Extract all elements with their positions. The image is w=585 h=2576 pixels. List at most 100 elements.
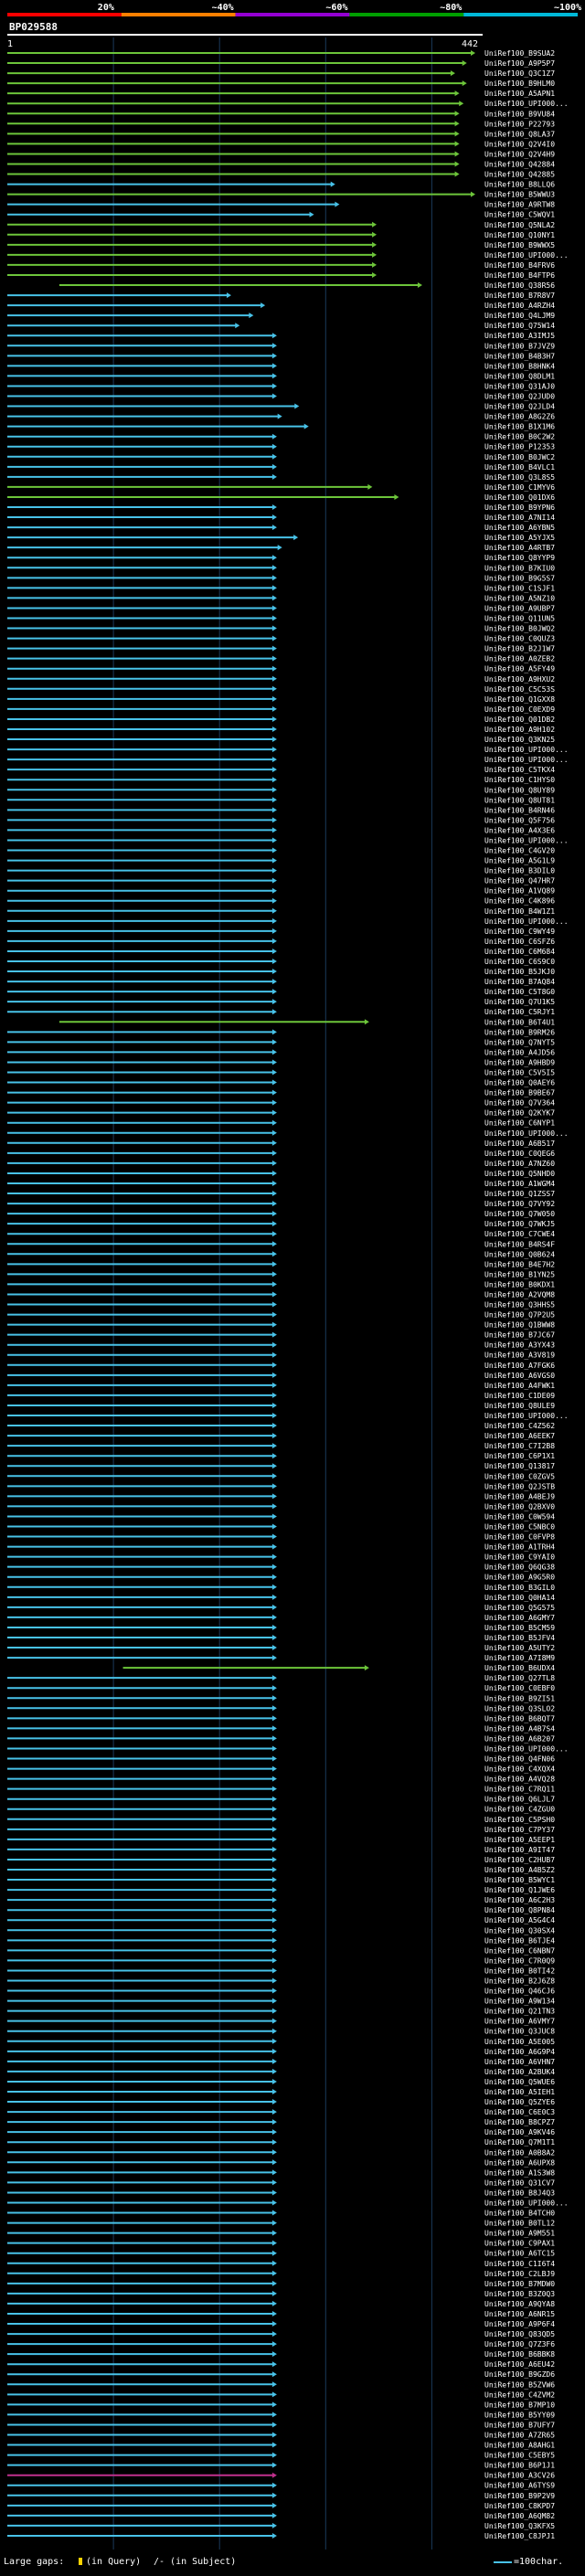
hit-label[interactable]: UniRef100_C6NYP1 bbox=[484, 1119, 555, 1128]
hit-label[interactable]: UniRef100_Q47HR7 bbox=[484, 877, 555, 885]
hit-label[interactable]: UniRef100_Q7NYT5 bbox=[484, 1038, 555, 1046]
hit-label[interactable]: UniRef100_Q7U1K5 bbox=[484, 998, 555, 1006]
hit-label[interactable]: UniRef100_A9UBP7 bbox=[484, 604, 555, 612]
hit-label[interactable]: UniRef100_Q3C1Z7 bbox=[484, 69, 555, 78]
hit-label[interactable]: UniRef100_C6P1X1 bbox=[484, 1452, 555, 1460]
hit-label[interactable]: UniRef100_A8G2Z6 bbox=[484, 413, 555, 421]
hit-label[interactable]: UniRef100_Q01DB2 bbox=[484, 716, 555, 724]
hit-label[interactable]: UniRef100_UPI000... bbox=[484, 746, 569, 754]
hit-label[interactable]: UniRef100_Q0B624 bbox=[484, 1250, 555, 1258]
hit-label[interactable]: UniRef100_Q13817 bbox=[484, 1462, 555, 1470]
hit-label[interactable]: UniRef100_C4Z562 bbox=[484, 1422, 555, 1430]
hit-label[interactable]: UniRef100_Q8DLM1 bbox=[484, 372, 555, 380]
hit-label[interactable]: UniRef100_B6UDX4 bbox=[484, 1664, 555, 1672]
hit-label[interactable]: UniRef100_C6SFZ6 bbox=[484, 938, 555, 946]
hit-label[interactable]: UniRef100_A2BUK4 bbox=[484, 2068, 555, 2076]
hit-label[interactable]: UniRef100_B7MP10 bbox=[484, 2401, 555, 2409]
hit-label[interactable]: UniRef100_Q3HHS5 bbox=[484, 1301, 555, 1309]
hit-label[interactable]: UniRef100_B9GZD6 bbox=[484, 2370, 555, 2379]
hit-label[interactable]: UniRef100_Q3SLO2 bbox=[484, 1704, 555, 1712]
hit-label[interactable]: UniRef100_Q42885 bbox=[484, 171, 555, 179]
hit-label[interactable]: UniRef100_Q7M1T1 bbox=[484, 2138, 555, 2147]
hit-label[interactable]: UniRef100_B5CM59 bbox=[484, 1624, 555, 1632]
hit-label[interactable]: UniRef100_A4B7S4 bbox=[484, 1724, 555, 1733]
hit-label[interactable]: UniRef100_B0TL12 bbox=[484, 2220, 555, 2228]
hit-label[interactable]: UniRef100_B9RM26 bbox=[484, 1028, 555, 1036]
hit-label[interactable]: UniRef100_Q8LA37 bbox=[484, 130, 555, 138]
hit-label[interactable]: UniRef100_C0ZGV5 bbox=[484, 1472, 555, 1480]
hit-label[interactable]: UniRef100_B5ZVW6 bbox=[484, 2380, 555, 2389]
hit-label[interactable]: UniRef100_A1WGM4 bbox=[484, 1180, 555, 1188]
hit-label[interactable]: UniRef100_A6YBN5 bbox=[484, 524, 555, 532]
hit-label[interactable]: UniRef100_Q2BXV0 bbox=[484, 1502, 555, 1511]
hit-label[interactable]: UniRef100_B7R8V7 bbox=[484, 292, 555, 300]
hit-label[interactable]: UniRef100_C2HUB7 bbox=[484, 1856, 555, 1864]
hit-label[interactable]: UniRef100_B0C2W2 bbox=[484, 433, 555, 441]
hit-label[interactable]: UniRef100_A9KV46 bbox=[484, 2128, 555, 2136]
hit-label[interactable]: UniRef100_Q2V4I0 bbox=[484, 140, 555, 148]
hit-label[interactable]: UniRef100_Q2JSTB bbox=[484, 1482, 555, 1490]
hit-label[interactable]: UniRef100_B7MDW0 bbox=[484, 2280, 555, 2288]
hit-label[interactable]: UniRef100_A6VMY7 bbox=[484, 2018, 555, 2026]
hit-label[interactable]: UniRef100_B3Z0Q3 bbox=[484, 2290, 555, 2298]
hit-label[interactable]: UniRef100_B5WWU3 bbox=[484, 191, 555, 199]
hit-label[interactable]: UniRef100_Q1GXX8 bbox=[484, 695, 555, 704]
hit-label[interactable]: UniRef100_C9PAX1 bbox=[484, 2240, 555, 2248]
hit-label[interactable]: UniRef100_Q1ZSS7 bbox=[484, 1190, 555, 1198]
hit-label[interactable]: UniRef100_Q3L8S5 bbox=[484, 473, 555, 482]
hit-label[interactable]: UniRef100_C1HYS0 bbox=[484, 776, 555, 784]
hit-label[interactable]: UniRef100_Q11UN5 bbox=[484, 614, 555, 622]
hit-label[interactable]: UniRef100_B8J4Q3 bbox=[484, 2189, 555, 2197]
hit-label[interactable]: UniRef100_P12353 bbox=[484, 443, 555, 451]
hit-label[interactable]: UniRef100_B0JWQ2 bbox=[484, 625, 555, 633]
hit-label[interactable]: UniRef100_Q7V364 bbox=[484, 1099, 555, 1108]
hit-label[interactable]: UniRef100_Q6QG38 bbox=[484, 1564, 555, 1572]
hit-label[interactable]: UniRef100_UPI000... bbox=[484, 1412, 569, 1420]
hit-label[interactable]: UniRef100_A9QYA8 bbox=[484, 2300, 555, 2308]
hit-label[interactable]: UniRef100_C1DE09 bbox=[484, 1392, 555, 1400]
hit-label[interactable]: UniRef100_Q3KFX5 bbox=[484, 2522, 555, 2530]
hit-label[interactable]: UniRef100_A4FWK1 bbox=[484, 1382, 555, 1390]
hit-label[interactable]: UniRef100_C7R0Q9 bbox=[484, 1956, 555, 1965]
hit-label[interactable]: UniRef100_A3V819 bbox=[484, 1352, 555, 1360]
hit-label[interactable]: UniRef100_Q2JLD4 bbox=[484, 403, 555, 411]
hit-label[interactable]: UniRef100_Q42884 bbox=[484, 160, 555, 168]
hit-label[interactable]: UniRef100_UPI000... bbox=[484, 251, 569, 260]
hit-label[interactable]: UniRef100_C5WQV1 bbox=[484, 211, 555, 219]
hit-label[interactable]: UniRef100_B4FRV6 bbox=[484, 261, 555, 270]
hit-label[interactable]: UniRef100_A6VHN7 bbox=[484, 2058, 555, 2066]
hit-label[interactable]: UniRef100_B4TCH0 bbox=[484, 2210, 555, 2218]
hit-label[interactable]: UniRef100_Q3JUC8 bbox=[484, 2028, 555, 2036]
hit-label[interactable]: UniRef100_A4X3E6 bbox=[484, 826, 555, 834]
hit-label[interactable]: UniRef100_B9G5S7 bbox=[484, 574, 555, 582]
hit-label[interactable]: UniRef100_A9RTW8 bbox=[484, 201, 555, 209]
hit-label[interactable]: UniRef100_Q8UY89 bbox=[484, 786, 555, 794]
hit-label[interactable]: UniRef100_Q46CJ6 bbox=[484, 1988, 555, 1996]
hit-label[interactable]: UniRef100_A6UPX8 bbox=[484, 2158, 555, 2167]
hit-label[interactable]: UniRef100_A6C2H3 bbox=[484, 1896, 555, 1904]
hit-label[interactable]: UniRef100_A1TRH4 bbox=[484, 1543, 555, 1552]
hit-label[interactable]: UniRef100_C9WY49 bbox=[484, 928, 555, 936]
hit-label[interactable]: UniRef100_Q0AEY6 bbox=[484, 1079, 555, 1087]
hit-label[interactable]: UniRef100_Q2V4H9 bbox=[484, 150, 555, 158]
hit-label[interactable]: UniRef100_B7JC67 bbox=[484, 1331, 555, 1340]
hit-label[interactable]: UniRef100_Q5F756 bbox=[484, 816, 555, 824]
hit-label[interactable]: UniRef100_A3IMJ5 bbox=[484, 332, 555, 340]
hit-label[interactable]: UniRef100_A7I8M9 bbox=[484, 1654, 555, 1662]
hit-label[interactable]: UniRef100_B7KIU0 bbox=[484, 564, 555, 572]
hit-label[interactable]: UniRef100_A4B5Z2 bbox=[484, 1866, 555, 1874]
hit-label[interactable]: UniRef100_A6TC15 bbox=[484, 2250, 555, 2258]
hit-label[interactable]: UniRef100_C4K896 bbox=[484, 897, 555, 906]
hit-label[interactable]: UniRef100_C7PY37 bbox=[484, 1826, 555, 1834]
hit-label[interactable]: UniRef100_Q7WKJ5 bbox=[484, 1220, 555, 1228]
hit-label[interactable]: UniRef100_Q75W14 bbox=[484, 322, 555, 330]
hit-label[interactable]: UniRef100_C0FVP8 bbox=[484, 1533, 555, 1542]
hit-label[interactable]: UniRef100_Q4FN06 bbox=[484, 1755, 555, 1764]
hit-label[interactable]: UniRef100_Q5WUE6 bbox=[484, 2078, 555, 2086]
hit-label[interactable]: UniRef100_C1SJF1 bbox=[484, 584, 555, 592]
hit-label[interactable]: UniRef100_A2VQM8 bbox=[484, 1290, 555, 1299]
hit-label[interactable]: UniRef100_C0EXD9 bbox=[484, 705, 555, 714]
hit-label[interactable]: UniRef100_Q8UT81 bbox=[484, 796, 555, 804]
hit-label[interactable]: UniRef100_B8CPZ7 bbox=[484, 2118, 555, 2126]
hit-label[interactable]: UniRef100_A5YJX5 bbox=[484, 534, 555, 542]
